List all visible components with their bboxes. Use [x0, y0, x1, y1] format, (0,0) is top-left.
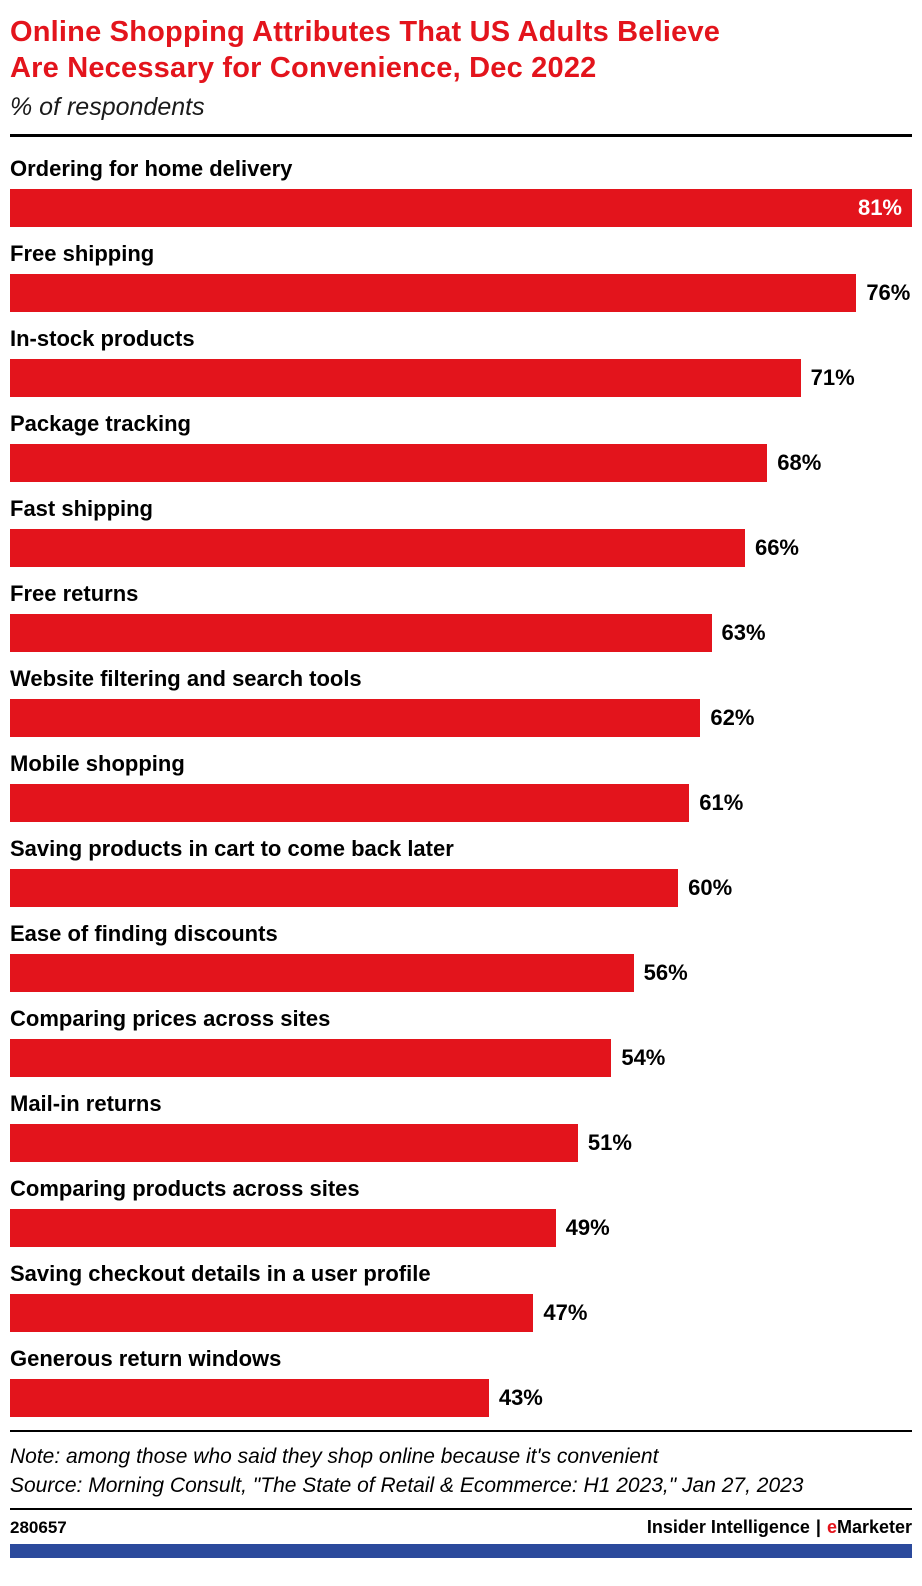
bar: [10, 784, 690, 822]
value-label: 47%: [543, 1300, 588, 1325]
bar: [10, 1209, 556, 1247]
chart-row: Ordering for home delivery 81%: [10, 155, 912, 227]
source-text: Source: Morning Consult, "The State of R…: [10, 1474, 804, 1497]
bar-track: 43%: [10, 1379, 912, 1417]
chart-title-line1: Online Shopping Attributes That US Adult…: [10, 16, 721, 48]
header-divider: [10, 134, 912, 137]
bar: [10, 1124, 578, 1162]
chart-row: Saving checkout details in a user profil…: [10, 1260, 912, 1332]
category-label: Generous return windows: [10, 1346, 282, 1371]
value-label: 68%: [777, 450, 822, 475]
notes-top-divider: [10, 1430, 912, 1432]
chart-title-line2: Are Necessary for Convenience, Dec 2022: [10, 52, 597, 84]
chart-header: Online Shopping Attributes That US Adult…: [10, 14, 912, 134]
value-label: 62%: [710, 705, 755, 730]
chart-row: Package tracking 68%: [10, 410, 912, 482]
value-label: 56%: [643, 960, 688, 985]
value-label: 60%: [688, 875, 733, 900]
bar: [10, 1294, 534, 1332]
bar-track: 68%: [10, 444, 912, 482]
footer-divider: [10, 1508, 912, 1510]
bar-track: 56%: [10, 954, 912, 992]
bar: [10, 444, 768, 482]
category-label: Saving checkout details in a user profil…: [10, 1261, 431, 1286]
chart-row: Website filtering and search tools 62%: [10, 665, 912, 737]
chart-row: Mobile shopping 61%: [10, 750, 912, 822]
category-label: Mobile shopping: [10, 751, 185, 776]
value-label: 81%: [857, 195, 902, 220]
bar-track: 47%: [10, 1294, 912, 1332]
chart-row: Generous return windows 43%: [10, 1345, 912, 1417]
footer: 280657 Insider Intelligence | eMarketer: [10, 1510, 912, 1544]
value-label: 54%: [621, 1045, 666, 1070]
chart-subtitle: % of respondents: [10, 93, 205, 121]
chart-row: Comparing prices across sites 54%: [10, 1005, 912, 1077]
brand-lockup: Insider Intelligence | eMarketer: [647, 1517, 912, 1538]
bar: [10, 954, 634, 992]
bar-track: 71%: [10, 359, 912, 397]
chart-row: In-stock products 71%: [10, 325, 912, 397]
chart-row: Mail-in returns 51%: [10, 1090, 912, 1162]
chart-row: Comparing products across sites 49%: [10, 1175, 912, 1247]
value-label: 76%: [866, 280, 911, 305]
brand-emarketer-e: e: [826, 1517, 837, 1537]
category-label: Website filtering and search tools: [10, 666, 362, 691]
bar: [10, 699, 701, 737]
bar-chart: Ordering for home delivery 81% Free shippi…: [10, 155, 912, 1430]
category-label: Comparing prices across sites: [10, 1006, 331, 1031]
category-label: Comparing products across sites: [10, 1176, 360, 1201]
bar: [10, 1039, 612, 1077]
category-label: Saving products in cart to come back lat…: [10, 836, 454, 861]
bar-track: 61%: [10, 784, 912, 822]
bar-track: 54%: [10, 1039, 912, 1077]
brand-separator: |: [815, 1517, 821, 1537]
bar: [10, 529, 745, 567]
value-label: 51%: [587, 1130, 632, 1155]
brand-insider-intelligence: Insider Intelligence: [646, 1517, 810, 1537]
brand-emarketer-rest: Marketer: [836, 1517, 912, 1537]
category-label: Fast shipping: [10, 496, 153, 521]
chart-row: Free returns 63%: [10, 580, 912, 652]
category-label: Package tracking: [10, 411, 191, 436]
value-label: 66%: [754, 535, 799, 560]
category-label: Ordering for home delivery: [10, 156, 293, 181]
bar-track: 76%: [10, 274, 912, 312]
bar: [10, 869, 679, 907]
category-label: Ease of finding discounts: [10, 921, 278, 946]
bar-track: 49%: [10, 1209, 912, 1247]
bar-track: 51%: [10, 1124, 912, 1162]
value-label: 61%: [699, 790, 744, 815]
value-label: 49%: [565, 1215, 610, 1240]
category-label: Mail-in returns: [10, 1091, 162, 1116]
bar-track: 63%: [10, 614, 912, 652]
chart-title: Online Shopping Attributes That US Adult…: [10, 14, 912, 86]
footer-blue-bar: [10, 1544, 912, 1558]
bar: [10, 614, 712, 652]
chart-row: Fast shipping 66%: [10, 495, 912, 567]
bar: [10, 274, 857, 312]
chart-row: Free shipping 76%: [10, 240, 912, 312]
category-label: Free returns: [10, 581, 139, 606]
bar-track: 66%: [10, 529, 912, 567]
bar-track: 81%: [10, 189, 912, 227]
chart-row: Saving products in cart to come back lat…: [10, 835, 912, 907]
value-label: 71%: [810, 365, 855, 390]
bar: [10, 1379, 489, 1417]
bar-track: 60%: [10, 869, 912, 907]
chart-row: Ease of finding discounts 56%: [10, 920, 912, 992]
value-label: 43%: [498, 1385, 543, 1410]
bar: [10, 359, 801, 397]
notes-block: Note: among those who said they shop onl…: [10, 1436, 912, 1508]
bar-track: 62%: [10, 699, 912, 737]
bar: 81%: [10, 189, 912, 227]
chart-id: 280657: [10, 1517, 67, 1537]
category-label: In-stock products: [10, 326, 195, 351]
value-label: 63%: [721, 620, 766, 645]
note-text: Note: among those who said they shop onl…: [10, 1445, 659, 1468]
category-label: Free shipping: [10, 241, 155, 266]
